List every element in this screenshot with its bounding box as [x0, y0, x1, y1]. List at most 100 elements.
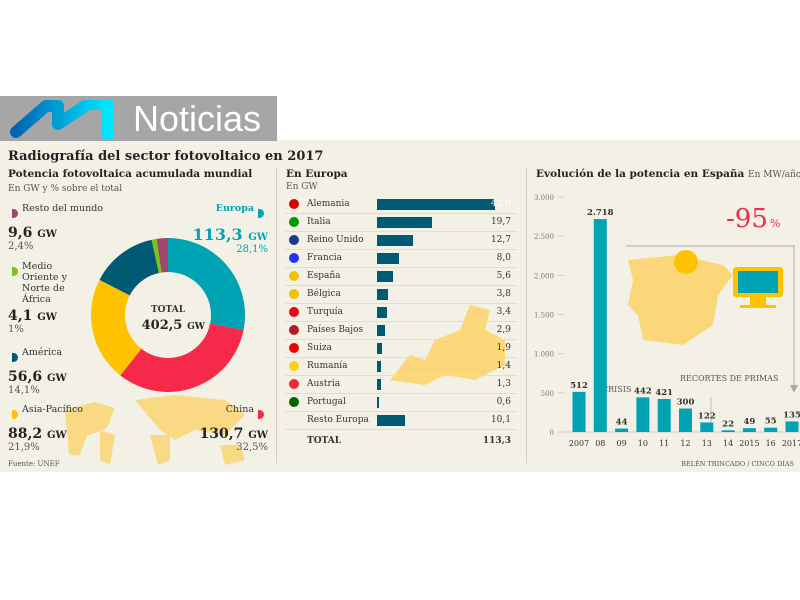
europe-bar — [377, 253, 400, 264]
europe-row: Países Bajos 2,9 — [285, 322, 517, 340]
europe-bar — [377, 379, 381, 390]
world-donut-chart: TOTAL 402,5 GW — [65, 238, 246, 465]
country-name: Turquía — [307, 307, 343, 317]
spain-bar-13 — [700, 422, 714, 432]
legend-entry-0: Europa 113,3 GW 28,1% — [193, 203, 268, 255]
legend-entry-4: Medio Oriente y Norte de África 4,1 GW 1% — [8, 261, 67, 335]
legend-label: Europa — [215, 203, 254, 214]
spain-map-decor — [628, 250, 783, 345]
legend-entry-3: América 56,6 GW 14,1% — [8, 347, 67, 396]
spain-bar-08 — [593, 219, 607, 432]
legend-swatch-icon — [12, 209, 18, 218]
europe-value: 12,7 — [490, 235, 511, 245]
europe-value: 1,4 — [496, 361, 511, 371]
flag-icon — [289, 271, 299, 281]
europe-map-decor — [390, 305, 505, 385]
europe-row: Alemania 42,0 — [285, 196, 517, 214]
legend-value: 113,3 GW — [192, 225, 268, 244]
spain-unit: En MW/año — [748, 170, 800, 180]
legend-label: América — [22, 347, 63, 358]
world-subheading: En GW y % sobre el total — [8, 184, 123, 194]
legend-swatch-icon — [258, 410, 264, 419]
flag-icon — [289, 253, 299, 263]
world-map-decor — [65, 395, 245, 465]
legend-label: Resto del mundo — [22, 203, 104, 214]
bar-value-label: 55 — [765, 417, 777, 427]
flag-icon — [289, 199, 299, 209]
europe-row: Suiza 1,9 — [285, 340, 517, 358]
legend-value: 88,2 GW — [8, 426, 67, 442]
europe-row: Italia 19,7 — [285, 214, 517, 232]
x-tick-label: 11 — [659, 439, 669, 448]
country-name: Reino Unido — [307, 235, 364, 245]
world-heading: Potencia fotovoltaica acumulada mundial — [8, 168, 253, 180]
europe-bar — [377, 397, 379, 408]
spain-bar-2007 — [572, 391, 586, 432]
flag-icon — [289, 217, 299, 227]
y-tick-label: 3.000 — [534, 194, 554, 202]
country-name: Suiza — [307, 343, 332, 353]
europe-bar — [377, 217, 433, 228]
europe-bar — [377, 415, 406, 426]
europe-value: 19,7 — [490, 217, 511, 227]
legend-pct: 32,5% — [236, 442, 268, 453]
spain-bar-2015 — [742, 428, 756, 432]
country-name: Italia — [307, 217, 331, 227]
legend-label: China — [225, 404, 254, 415]
x-tick-label: 13 — [702, 439, 712, 448]
country-name: Portugal — [307, 397, 346, 407]
legend-pct: 2,4% — [8, 241, 34, 252]
x-tick-label: 12 — [680, 439, 690, 448]
europe-row: Resto Europa 10,1 — [285, 412, 517, 430]
europe-bar — [377, 271, 393, 282]
spain-bar-16 — [764, 427, 778, 432]
legend-pct: 14,1% — [8, 385, 40, 396]
country-name: Francia — [307, 253, 342, 263]
x-tick-label: 16 — [766, 439, 776, 448]
x-tick-label: 2017 — [782, 439, 800, 448]
country-name: España — [307, 271, 341, 281]
spain-bar-12 — [679, 408, 692, 432]
europe-value: 5,6 — [496, 271, 511, 281]
bar-value-label: 122 — [698, 411, 716, 421]
flag-icon — [289, 289, 299, 299]
credit: BELÉN TRINCADO / CINCO DÍAS — [681, 460, 794, 468]
pie-total-label: TOTAL — [151, 305, 186, 315]
spain-bar-09 — [615, 428, 629, 432]
legend-label: Asia-Pacífico — [22, 404, 84, 415]
legend-swatch-icon — [258, 209, 264, 218]
europe-value: 3,8 — [496, 289, 511, 299]
country-name: Austria — [307, 379, 341, 389]
spain-heading-text: Evolución de la potencia en España — [536, 168, 745, 180]
spain-bar-11 — [657, 399, 671, 432]
sun-icon — [674, 250, 698, 274]
bar-value-label: 44 — [616, 418, 628, 428]
flag-icon — [289, 361, 299, 371]
infographic-title: Radiografía del sector fotovoltaico en 2… — [8, 149, 324, 164]
europe-value: 1,3 — [496, 379, 511, 389]
europe-total-row: TOTAL 113,3 — [285, 433, 517, 450]
x-tick-label: 10 — [638, 439, 648, 448]
europe-value: 1,9 — [496, 343, 511, 353]
legend-value: 4,1 GW — [8, 308, 58, 324]
europe-row: Bélgica 3,8 — [285, 286, 517, 304]
y-tick-label: 2.000 — [534, 272, 554, 280]
europe-row: Rumanía 1,4 — [285, 358, 517, 376]
pie-total-unit: GW — [187, 322, 206, 332]
recortes-label: RECORTES DE PRIMAS — [680, 374, 778, 383]
bar-value-label: 22 — [722, 419, 734, 429]
europe-bar — [377, 235, 413, 246]
europe-bar — [377, 343, 383, 354]
europe-row: Reino Unido 12,7 — [285, 232, 517, 250]
x-tick-label: 09 — [617, 439, 627, 448]
x-tick-label: 2007 — [569, 439, 589, 448]
legend-entry-2: Asia-Pacífico 88,2 GW 21,9% — [8, 404, 83, 453]
y-tick-label: 0 — [550, 429, 554, 437]
europe-bar — [377, 325, 386, 336]
spain-bar-10 — [636, 397, 650, 432]
country-name: Países Bajos — [307, 325, 364, 335]
x-tick-label: 08 — [595, 439, 605, 448]
drop-pct: % — [770, 217, 780, 230]
europe-value: 0,6 — [496, 397, 511, 407]
country-name: Alemania — [307, 199, 350, 209]
